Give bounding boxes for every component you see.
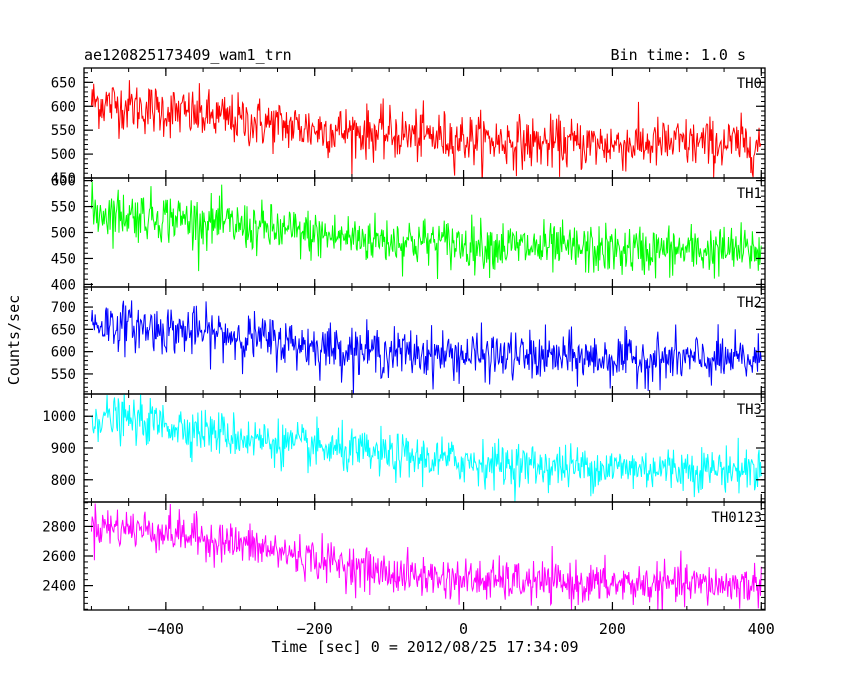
y-tick-label: 550 <box>51 367 76 383</box>
series-th0123 <box>90 503 762 610</box>
y-tick-label: 600 <box>51 345 76 361</box>
y-axis-label: Counts/sec <box>5 294 23 386</box>
panel-label-th2: TH2 <box>737 295 762 311</box>
x-tick-label: 400 <box>748 620 775 638</box>
series-th0 <box>90 80 762 178</box>
panels-group: 450 500 550 600 650 TH0 400 450 500 550 600 TH1 550 6… <box>42 67 766 611</box>
y-tick-label: 600 <box>51 99 76 115</box>
x-tick-label: −200 <box>297 620 333 638</box>
y-tick-label: 450 <box>51 251 76 267</box>
y-tick-label: 700 <box>51 300 76 316</box>
y-tick-label: 550 <box>51 200 76 216</box>
y-tick-label: 900 <box>51 441 76 457</box>
y-tick-label: 600 <box>51 174 76 190</box>
x-tick-label: 0 <box>459 620 468 638</box>
y-tick-label: 500 <box>51 226 76 242</box>
y-tick-label: 2800 <box>42 519 76 535</box>
panel-th1: 400 450 500 550 600 TH1 <box>51 174 766 293</box>
panel-th0: 450 500 550 600 650 TH0 <box>51 67 766 187</box>
y-tick-label: 1000 <box>42 409 76 425</box>
y-tick-label: 800 <box>51 473 76 489</box>
x-tick-label: 200 <box>599 620 626 638</box>
y-tick-label: 650 <box>51 322 76 338</box>
x-tick-label: −400 <box>148 620 184 638</box>
y-tick-label: 2600 <box>42 549 76 565</box>
series-th3 <box>91 394 762 502</box>
panel-th3: 800 900 1000 TH3 <box>42 393 766 503</box>
y-tick-label: 450 <box>51 171 76 187</box>
chart-title: ae120825173409_wam1_trn <box>84 46 292 64</box>
series-th1 <box>90 181 762 279</box>
panel-label-th3: TH3 <box>737 402 762 418</box>
panel-label-th1: TH1 <box>737 186 762 202</box>
panel-th0123: 2400 2600 2800 TH0123 <box>42 501 766 611</box>
panel-label-th0: TH0 <box>737 76 762 92</box>
y-tick-label: 2400 <box>42 579 76 595</box>
y-tick-label: 500 <box>51 147 76 163</box>
x-axis-label: Time [sec] 0 = 2012/08/25 17:34:09 <box>271 638 579 656</box>
y-tick-label: 400 <box>51 277 76 293</box>
chart-subtitle: Bin time: 1.0 s <box>610 46 746 64</box>
y-tick-label: 650 <box>51 75 76 91</box>
x-axis: −400 −200 0 200 400 <box>148 620 775 638</box>
panel-th2: 550 600 650 700 TH2 <box>51 286 766 395</box>
panel-label-th0123: TH0123 <box>711 510 762 526</box>
series-th2 <box>90 300 762 394</box>
y-tick-label: 550 <box>51 123 76 139</box>
